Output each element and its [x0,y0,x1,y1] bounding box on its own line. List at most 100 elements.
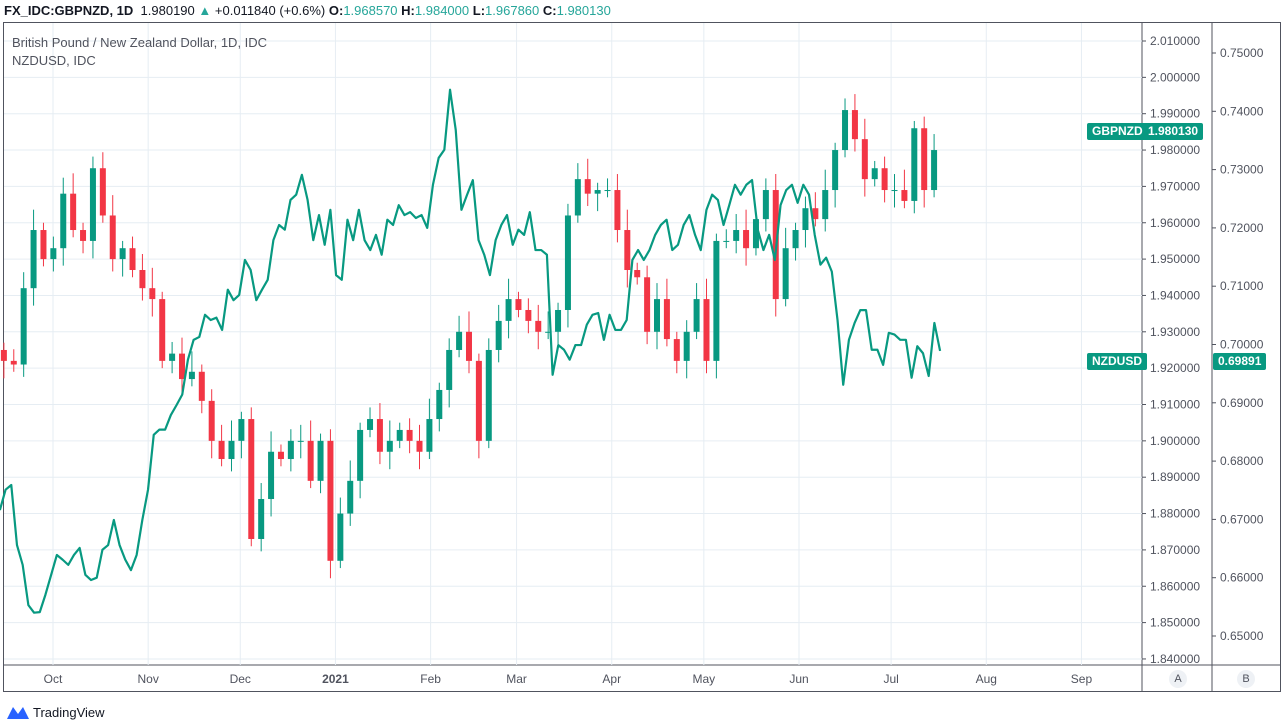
gbpnzd-axis-label: 1.860000 [1150,579,1200,593]
gbpnzd-axis-label: 1.840000 [1150,652,1200,666]
gbpnzd-axis-label: 1.930000 [1150,325,1200,339]
last-price: 1.980190 [140,3,195,18]
candle-down [149,288,156,300]
candle-up [426,419,433,452]
candle-down [881,168,888,191]
candle-down [703,299,710,361]
low-label: L: [472,3,486,18]
candle-down [198,371,205,401]
candle-up [30,230,37,289]
candle-up [119,248,126,260]
tradingview-logo[interactable]: TradingView [6,704,105,720]
candle-up [228,440,235,460]
candle-down [812,208,819,220]
candle-up [258,499,265,539]
candle-down [327,440,334,561]
brand-name: TradingView [33,704,105,720]
candle-down [901,190,908,201]
open-value: 1.968570 [343,3,398,18]
gbpnzd-axis-label: 1.890000 [1150,470,1200,484]
candle-up [317,440,324,481]
candle-up [555,309,562,332]
time-axis-label: Jul [883,672,898,686]
candle-up [50,248,57,260]
gbpnzd-axis-label: 1.940000 [1150,288,1200,302]
candle-down [921,128,928,191]
candle-down [307,440,314,481]
candle-down [861,139,868,180]
time-axis-label: Jun [789,672,808,686]
candle-down [10,360,17,365]
candle-up [505,299,512,321]
gbpnzd-name-badge: GBPNZD [1087,123,1148,140]
low-value: 1.967860 [485,3,540,18]
gbpnzd-axis-label: 2.000000 [1150,70,1200,84]
candle-down [644,277,651,332]
nzdusd-axis-label: 0.73000 [1220,163,1264,177]
candle-down [515,299,522,310]
candle-up [792,230,799,249]
candle-up [723,240,730,242]
gbpnzd-axis-label: 1.870000 [1150,543,1200,557]
candle-up [386,440,393,452]
candle-up [931,150,938,191]
candle-up [782,248,789,300]
candle-down [465,331,472,361]
candle-up [693,299,700,332]
candle-up [604,190,611,192]
chart-legend: British Pound / New Zealand Dollar, 1D, … [12,34,267,70]
candle-down [525,309,532,321]
candle-down [277,451,284,460]
candle-up [238,419,245,441]
candle-up [169,353,176,361]
gbpnzd-axis-label: 1.990000 [1150,107,1200,121]
time-axis-label: Sep [1071,672,1093,686]
candle-down [99,168,106,216]
nzdusd-axis-label: 0.65000 [1220,629,1264,643]
gbpnzd-axis-label: 1.900000 [1150,434,1200,448]
candle-down [218,440,225,460]
candle-up [713,240,720,361]
candle-up [357,429,364,481]
candle-up [871,168,878,180]
nzdusd-axis-label: 0.68000 [1220,454,1264,468]
time-axis-label: 2021 [322,672,349,686]
candle-down [406,429,413,441]
candle-down [535,320,542,332]
candle-down [40,230,47,260]
nzdusd-axis-label: 0.69000 [1220,396,1264,410]
candle-down [179,353,186,380]
gbpnzd-axis-label: 1.850000 [1150,616,1200,630]
high-value: 1.984000 [414,3,470,18]
gbpnzd-axis-label: 1.880000 [1150,507,1200,521]
candle-down [0,349,7,361]
candle-up [485,349,492,441]
candle-up [20,288,27,365]
time-axis-label: Dec [230,672,251,686]
candle-up [733,230,740,241]
candle-up [683,331,690,361]
nzdusd-axis-label: 0.72000 [1220,221,1264,235]
time-axis-label: May [693,672,716,686]
time-axis-label: Feb [420,672,441,686]
gbpnzd-axis-label: 1.950000 [1150,252,1200,266]
legend-compare-series[interactable]: NZDUSD, IDC [12,53,96,68]
candle-up [436,389,443,420]
auto-scale-button[interactable]: A [1169,670,1187,688]
candle-down [248,419,255,539]
scale-b-button[interactable]: B [1237,670,1255,688]
gbpnzd-axis-label: 1.910000 [1150,398,1200,412]
candle-down [663,299,670,340]
time-axis-label: Oct [44,672,63,686]
open-label: O: [328,3,344,18]
close-label: C: [542,3,557,18]
candle-up [347,480,354,514]
legend-main-series[interactable]: British Pound / New Zealand Dollar, 1D, … [12,35,268,50]
candle-up [396,429,403,441]
candle-up [89,168,96,241]
candle-down [584,179,591,194]
candle-up [594,190,601,194]
high-label: H: [401,3,415,18]
candle-up [891,190,898,192]
